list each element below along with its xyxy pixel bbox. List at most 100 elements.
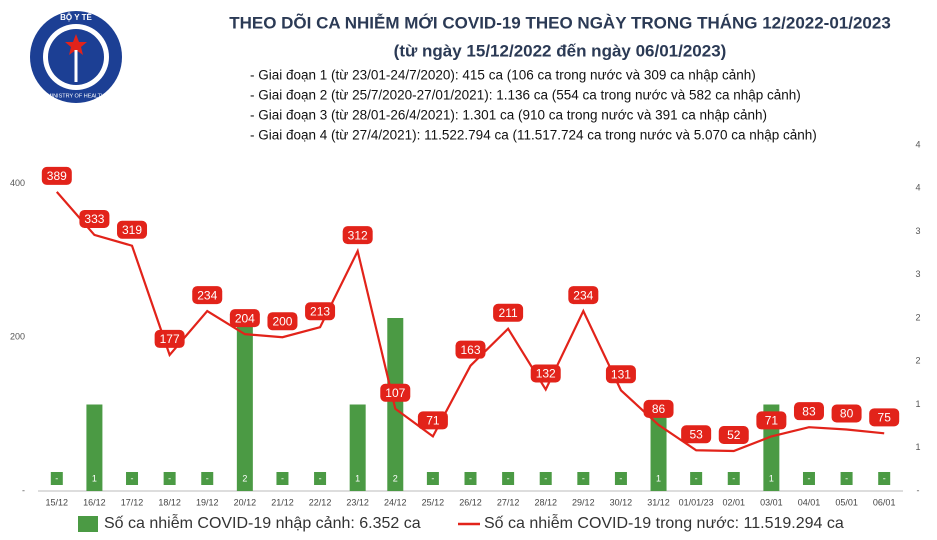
x-tick-label: 28/12 xyxy=(534,497,557,507)
logo-star xyxy=(65,34,87,55)
y2-tick-label: 1 xyxy=(915,442,920,452)
line xyxy=(55,191,885,453)
line-label: 75 xyxy=(878,411,892,425)
bar-label: - xyxy=(131,473,134,483)
chart-subtitle: (từ ngày 15/12/2022 đến ngày 06/01/2023) xyxy=(394,41,727,60)
x-tick-label: 03/01 xyxy=(760,497,783,507)
x-tick-label: 22/12 xyxy=(309,497,332,507)
bar-label: - xyxy=(507,473,510,483)
bar-label-box xyxy=(464,472,477,485)
x-tick-label: 24/12 xyxy=(384,497,407,507)
y2-tick-label: 4 xyxy=(915,139,920,149)
x-tick-label: 02/01 xyxy=(722,497,745,507)
line-label-box xyxy=(568,286,599,305)
line-label: 389 xyxy=(47,169,67,183)
x-tick-label: 06/01 xyxy=(873,497,896,507)
bar xyxy=(650,404,667,491)
x-tick-label: 16/12 xyxy=(83,497,106,507)
x-tick-label: 26/12 xyxy=(459,497,482,507)
y2-tick-label: 2 xyxy=(915,356,920,366)
bar-label-box xyxy=(201,472,214,485)
y2-tick-label: - xyxy=(917,485,920,495)
bar-label-box xyxy=(878,472,891,485)
legend-label: Số ca nhiễm COVID-19 nhập cảnh: 6.352 ca xyxy=(104,513,421,532)
bar-label: - xyxy=(807,473,810,483)
line-label-box xyxy=(718,426,749,445)
line-label-box xyxy=(793,402,824,421)
x-tick-label: 29/12 xyxy=(572,497,595,507)
line-label-box xyxy=(831,404,862,423)
bar-label: - xyxy=(431,473,434,483)
line-label: 86 xyxy=(652,402,666,416)
y2-tick-label: 2 xyxy=(915,312,920,322)
x-tick-label: 25/12 xyxy=(422,497,445,507)
bar-label-box xyxy=(426,472,439,485)
x-tick-label: 18/12 xyxy=(158,497,181,507)
line-label: 52 xyxy=(727,428,741,442)
x-tick-label: 01/01/23 xyxy=(679,497,714,507)
bar-label-box xyxy=(727,472,740,485)
bar-label: - xyxy=(206,473,209,483)
y-tick-label: 400 xyxy=(10,178,25,188)
bar xyxy=(236,318,253,491)
line-label: 333 xyxy=(84,212,104,226)
x-tick-label: 04/01 xyxy=(798,497,821,507)
line-label: 83 xyxy=(802,404,816,418)
line-label: 80 xyxy=(840,407,854,421)
line-label-box xyxy=(305,302,336,321)
line-label-box xyxy=(869,408,900,427)
y-tick-label: - xyxy=(22,485,25,495)
bar-label: - xyxy=(319,473,322,483)
bar-label: - xyxy=(281,473,284,483)
line-label-box xyxy=(643,399,674,418)
bar-label-box xyxy=(502,472,515,485)
bar-label-box xyxy=(840,472,853,485)
y2-tick-label: 1 xyxy=(915,399,920,409)
line-label-box xyxy=(154,329,185,348)
bar-label: - xyxy=(883,473,886,483)
line-label-box xyxy=(417,411,448,430)
bar-label: - xyxy=(582,473,585,483)
annotation: - Giai đoạn 3 (từ 28/01-26/4/2021): 1.30… xyxy=(250,108,767,123)
line-label: 211 xyxy=(499,306,518,320)
x-tick-label: 17/12 xyxy=(121,497,144,507)
line-label: 132 xyxy=(536,367,556,381)
line-label-box xyxy=(756,411,787,430)
line-label: 53 xyxy=(689,427,703,441)
line-label-box xyxy=(41,166,72,185)
bar-label-box xyxy=(539,472,552,485)
line-label: 177 xyxy=(160,332,180,346)
x-tick-label: 19/12 xyxy=(196,497,219,507)
line-label-box xyxy=(267,312,298,331)
bar-label-box xyxy=(614,472,627,485)
legend-swatch xyxy=(78,516,98,532)
bar-label: - xyxy=(55,473,58,483)
bar-label: - xyxy=(695,473,698,483)
bar-label-box xyxy=(276,472,289,485)
line-label: 213 xyxy=(310,304,330,318)
y2-tick-label: 3 xyxy=(915,226,920,236)
line-label: 234 xyxy=(197,288,217,302)
bar xyxy=(349,404,366,491)
logo: BỘ Y TẾ MINISTRY OF HEALTH xyxy=(30,11,122,103)
bar-label-box xyxy=(163,472,176,485)
bar-label: - xyxy=(469,473,472,483)
bar-label: 1 xyxy=(769,473,774,483)
logo-bottom: MINISTRY OF HEALTH xyxy=(47,93,105,99)
bar-label-box xyxy=(690,472,703,485)
line-label-box xyxy=(117,220,148,239)
line-label-box xyxy=(493,303,524,322)
line-label: 131 xyxy=(611,367,631,381)
x-tick-label: 15/12 xyxy=(46,497,69,507)
line-label: 312 xyxy=(348,228,368,242)
bar-label-box xyxy=(50,472,63,485)
bar-label: - xyxy=(168,473,171,483)
annotation: - Giai đoạn 4 (từ 27/4/2021): 11.522.794… xyxy=(250,128,817,143)
bar-label: 2 xyxy=(242,473,247,483)
line-label-box xyxy=(455,340,486,359)
line-label-box xyxy=(229,309,260,328)
chart-title: THEO DÕI CA NHIỄM MỚI COVID-19 THEO NGÀY… xyxy=(229,12,891,32)
bar-label: - xyxy=(732,473,735,483)
bar-label-box xyxy=(314,472,327,485)
